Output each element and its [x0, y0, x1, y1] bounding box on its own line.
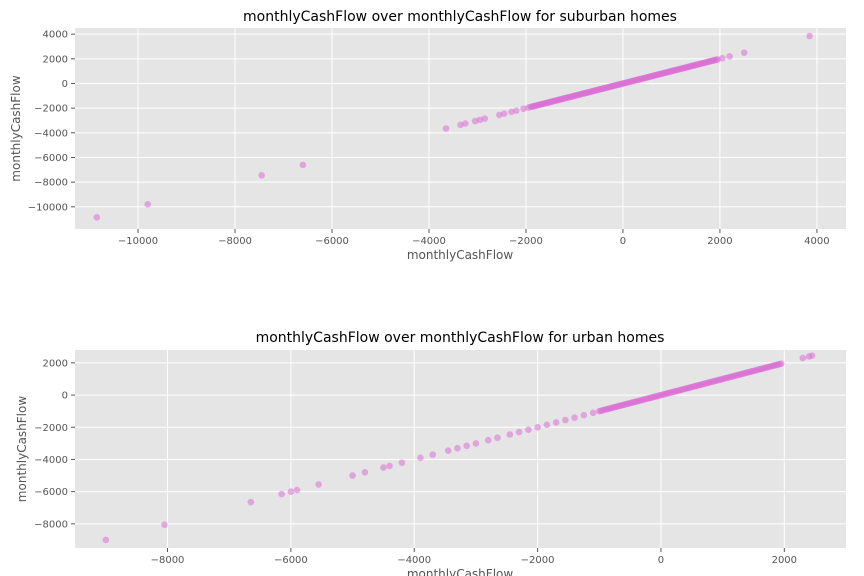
scatter-point	[714, 56, 721, 63]
scatter-point	[349, 472, 356, 479]
scatter-point	[462, 120, 469, 127]
scatter-point	[808, 352, 816, 359]
scatter-point	[589, 409, 597, 417]
y-tick-label: 2000	[43, 358, 68, 369]
x-ticks: −10000 −8000 −6000 −4000 −2000 0 2000 4000	[118, 229, 830, 247]
x-tick-label: −8000	[218, 236, 252, 247]
scatter-point	[287, 488, 295, 495]
scatter-point	[144, 201, 152, 208]
scatter-point	[515, 428, 523, 436]
scatter-point	[512, 107, 520, 114]
y-tick-label: −4000	[34, 455, 68, 466]
y-tick-label: −4000	[34, 128, 68, 139]
scatter-point	[93, 213, 101, 221]
y-tick-label: 2000	[43, 54, 68, 65]
scatter-point	[258, 172, 265, 179]
scatter-point	[380, 464, 387, 471]
x-tick-label: −8000	[151, 555, 185, 566]
chart-urban: −8000 −6000 −4000 −2000 0 2000 −8000 −6000 −400…	[15, 330, 846, 576]
scatter-point	[429, 451, 437, 458]
scatter-point	[247, 498, 255, 506]
scatter-point	[562, 416, 569, 424]
scatter-point	[398, 459, 406, 466]
x-tick-label: −10000	[118, 236, 158, 247]
scatter-point	[472, 440, 480, 447]
x-tick-label: 2000	[707, 236, 732, 247]
scatter-point	[161, 521, 168, 528]
y-tick-label: −8000	[34, 519, 68, 530]
x-axis-label: monthlyCashFlow	[407, 567, 514, 576]
scatter-point	[806, 32, 813, 40]
scatter-point	[799, 354, 807, 362]
x-tick-label: 0	[620, 236, 626, 247]
scatter-point	[777, 360, 785, 367]
scatter-point	[278, 490, 285, 498]
scatter-point	[506, 431, 514, 438]
scatter-points	[102, 352, 816, 544]
scatter-point	[534, 423, 541, 431]
scatter-point	[580, 411, 588, 419]
scatter-point	[299, 161, 307, 169]
scatter-point	[293, 486, 301, 494]
y-tick-label: −10000	[28, 202, 68, 213]
y-tick-label: 4000	[43, 30, 68, 41]
scatter-point	[552, 419, 560, 426]
scatter-point	[315, 481, 322, 488]
scatter-point	[500, 110, 508, 118]
scatter-point	[481, 115, 489, 122]
grid	[75, 28, 846, 229]
x-ticks: −8000 −6000 −4000 −2000 0 2000	[151, 548, 797, 566]
chart-suburban: −10000 −8000 −6000 −4000 −2000 0 2000 4000 −100…	[9, 9, 846, 262]
x-tick-label: −6000	[315, 236, 349, 247]
x-tick-label: −4000	[412, 236, 446, 247]
scatter-point	[361, 469, 369, 476]
scatter-point	[484, 436, 492, 444]
y-tick-label: −6000	[34, 153, 68, 164]
scatter-point	[442, 125, 450, 132]
y-tick-label: 0	[62, 391, 68, 402]
chart-title: monthlyCashFlow over monthlyCashFlow for…	[243, 9, 677, 25]
x-axis-label: monthlyCashFlow	[407, 248, 514, 262]
y-ticks: −8000 −6000 −4000 −2000 0 2000	[34, 358, 75, 530]
scatter-point	[102, 536, 110, 544]
scatter-point	[740, 49, 748, 56]
x-tick-label: −2000	[509, 236, 543, 247]
scatter-point	[454, 444, 461, 452]
chart-title: monthlyCashFlow over monthlyCashFlow for…	[256, 330, 665, 346]
grid	[75, 350, 846, 548]
x-tick-label: 2000	[772, 555, 797, 566]
scatter-point	[463, 442, 470, 450]
scatter-point	[444, 447, 452, 454]
scatter-point	[494, 434, 501, 442]
x-tick-label: 0	[658, 555, 664, 566]
x-tick-label: −2000	[521, 555, 555, 566]
scatter-point	[417, 454, 424, 462]
y-tick-label: −2000	[34, 104, 68, 115]
x-tick-label: −4000	[397, 555, 431, 566]
y-axis-label: monthlyCashFlow	[9, 75, 23, 182]
y-ticks: −10000 −8000 −6000 −4000 −2000 0 2000 4000	[28, 30, 75, 213]
scatter-point	[571, 414, 578, 421]
x-tick-label: −6000	[274, 555, 308, 566]
scatter-points	[93, 32, 813, 221]
y-tick-label: −2000	[34, 423, 68, 434]
y-tick-label: −6000	[34, 487, 68, 498]
y-tick-label: 0	[62, 79, 68, 90]
scatter-point	[525, 426, 532, 433]
x-tick-label: 4000	[804, 236, 829, 247]
scatter-point	[726, 53, 733, 60]
y-tick-label: −8000	[34, 178, 68, 189]
scatter-point	[543, 421, 551, 429]
y-axis-label: monthlyCashFlow	[15, 396, 29, 503]
scatter-point	[386, 462, 393, 470]
